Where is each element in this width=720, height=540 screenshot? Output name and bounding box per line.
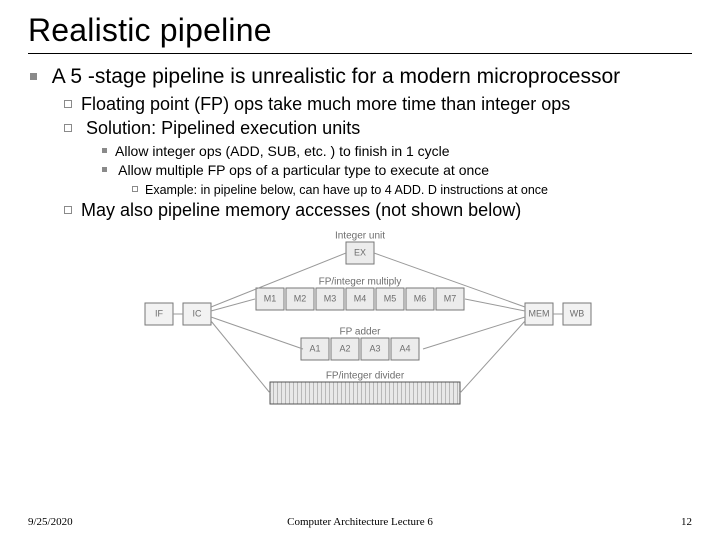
- multiply-row: M1 M2 M3 M4 M5 M6 M7: [256, 288, 464, 310]
- svg-text:MEM: MEM: [529, 308, 550, 318]
- svg-text:IC: IC: [193, 308, 203, 318]
- stage-id: IC: [183, 303, 211, 325]
- stage-if: IF: [145, 303, 173, 325]
- slide-title: Realistic pipeline: [28, 12, 692, 49]
- bullet-lvl2-item: May also pipeline memory accesses (not s…: [64, 199, 692, 222]
- svg-text:M1: M1: [264, 293, 277, 303]
- svg-text:EX: EX: [354, 247, 366, 257]
- bullet-text: May also pipeline memory accesses (not s…: [81, 200, 521, 220]
- svg-text:A2: A2: [339, 343, 350, 353]
- bullet-lvl1-item: A 5 -stage pipeline is unrealistic for a…: [28, 64, 692, 222]
- svg-text:M6: M6: [414, 293, 427, 303]
- svg-text:M3: M3: [324, 293, 337, 303]
- bullet-text: Allow integer ops (ADD, SUB, etc. ) to f…: [115, 143, 450, 159]
- bullet-text: Example: in pipeline below, can have up …: [145, 183, 548, 197]
- svg-text:M4: M4: [354, 293, 367, 303]
- bullet-text: Floating point (FP) ops take much more t…: [81, 94, 570, 114]
- bullet-lvl3-item: Allow integer ops (ADD, SUB, etc. ) to f…: [102, 143, 692, 161]
- bullet-lvl2-item: Solution: Pipelined execution units Allo…: [64, 117, 692, 198]
- bullet-lvl3-item: Allow multiple FP ops of a particular ty…: [102, 162, 692, 198]
- svg-text:M5: M5: [384, 293, 397, 303]
- bullet-text: A 5 -stage pipeline is unrealistic for a…: [52, 65, 620, 88]
- bullet-text: Solution: Pipelined execution units: [86, 118, 360, 138]
- unit-caption-adder: FP adder: [340, 326, 382, 337]
- svg-text:A4: A4: [399, 343, 410, 353]
- svg-text:A3: A3: [369, 343, 380, 353]
- stage-ex: EX: [346, 242, 374, 264]
- unit-caption-integer: Integer unit: [335, 230, 385, 241]
- bullet-list-lvl1: A 5 -stage pipeline is unrealistic for a…: [28, 64, 692, 222]
- footer-page: 12: [471, 516, 692, 528]
- adder-row: A1 A2 A3 A4: [301, 338, 419, 360]
- footer-center: Computer Architecture Lecture 6: [249, 516, 470, 528]
- pipeline-diagram-container: IF IC MEM WB Integer unit EX FP/integer …: [28, 224, 692, 414]
- svg-text:M2: M2: [294, 293, 307, 303]
- unit-caption-divider: FP/integer divider: [326, 370, 405, 381]
- bullet-list-lvl4: Example: in pipeline below, can have up …: [102, 182, 692, 198]
- bullet-lvl4-item: Example: in pipeline below, can have up …: [132, 182, 692, 198]
- slide: Realistic pipeline A 5 -stage pipeline i…: [0, 0, 720, 540]
- title-rule: [28, 53, 692, 54]
- svg-text:M7: M7: [444, 293, 457, 303]
- divider-unit: [270, 382, 460, 404]
- bullet-list-lvl2: Floating point (FP) ops take much more t…: [30, 93, 692, 222]
- bullet-text: Allow multiple FP ops of a particular ty…: [118, 162, 489, 178]
- stage-wb: WB: [563, 303, 591, 325]
- pipeline-diagram: IF IC MEM WB Integer unit EX FP/integer …: [125, 224, 595, 414]
- footer-date: 9/25/2020: [28, 516, 249, 528]
- svg-text:WB: WB: [570, 308, 585, 318]
- svg-text:A1: A1: [309, 343, 320, 353]
- bullet-list-lvl3: Allow integer ops (ADD, SUB, etc. ) to f…: [64, 143, 692, 198]
- svg-text:IF: IF: [155, 308, 164, 318]
- bullet-lvl2-item: Floating point (FP) ops take much more t…: [64, 93, 692, 116]
- slide-footer: 9/25/2020 Computer Architecture Lecture …: [28, 516, 692, 528]
- stage-mem: MEM: [525, 303, 553, 325]
- unit-caption-multiply: FP/integer multiply: [319, 276, 402, 287]
